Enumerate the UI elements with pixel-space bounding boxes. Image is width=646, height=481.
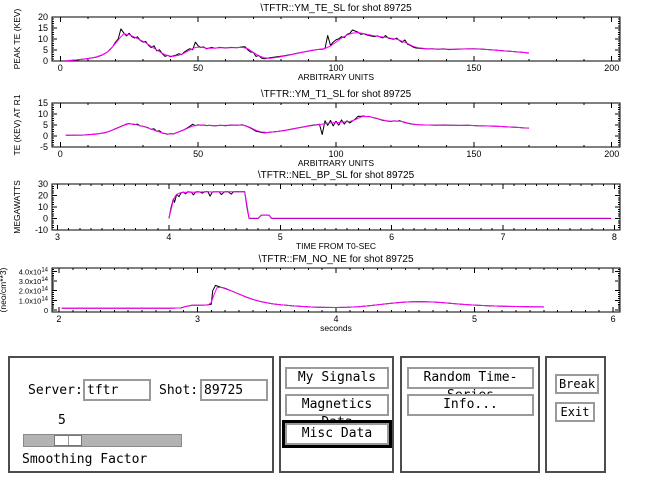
x-tick-label: 6 <box>389 232 394 242</box>
x-tick-label: 150 <box>466 63 481 73</box>
plot-title: \TFTR::YM_TE_SL for shot 89725 <box>260 3 412 14</box>
server-label: Server: <box>28 383 83 398</box>
plot-title: \TFTR::YM_T1_SL for shot 89725 <box>261 89 412 100</box>
x-tick-label: 5 <box>278 232 283 242</box>
x-tick-label: 200 <box>604 149 619 159</box>
x-tick-label: 0 <box>58 149 63 159</box>
y-tick-label: 10 <box>38 109 48 119</box>
smoothing-slider[interactable] <box>23 434 182 447</box>
x-tick-label: 3 <box>55 232 60 242</box>
session-buttons-panel: Break Exit <box>545 356 606 473</box>
x-axis-label: seconds <box>320 323 352 333</box>
magnetics-data-button[interactable]: Magnetics Data <box>285 394 389 430</box>
x-axis-label: TIME FROM T0-SEC <box>296 241 376 251</box>
x-tick-label: 50 <box>193 63 203 73</box>
x-tick-label: 100 <box>328 149 343 159</box>
x-axis-label: ARBITRARY UNITS <box>298 158 375 168</box>
y-tick-label: 3.0x1014 <box>19 277 49 286</box>
y-tick-label: 5 <box>43 45 48 55</box>
y-tick-label: 0 <box>43 56 48 66</box>
raw-trace <box>65 28 530 62</box>
x-tick-label: 6 <box>611 314 616 324</box>
x-tick-label: 8 <box>612 232 617 242</box>
y-tick-label: -5 <box>40 142 48 152</box>
plot-frame <box>51 267 621 313</box>
smoothed-trace <box>65 32 530 62</box>
misc-data-button[interactable]: Misc Data <box>282 420 392 448</box>
x-tick-label: 50 <box>193 149 203 159</box>
x-tick-label: 4 <box>333 314 338 324</box>
shot-label: Shot: <box>159 383 199 398</box>
y-tick-label: -10 <box>35 225 48 235</box>
y-tick-label: 20 <box>38 191 48 201</box>
y-tick-label: 0 <box>44 306 48 315</box>
random-time-series-button[interactable]: Random Time-Series <box>407 367 534 403</box>
x-axis-label: ARBITRARY UNITS <box>298 72 375 82</box>
smoothed-trace <box>65 115 530 136</box>
raw-trace <box>168 191 612 219</box>
y-axis-label: PEAK TE (KEV) <box>12 8 22 69</box>
shot-input[interactable] <box>200 379 268 401</box>
plot-frame <box>51 183 621 231</box>
x-tick-label: 7 <box>501 232 506 242</box>
y-tick-label: 30 <box>38 179 48 189</box>
smoothed-trace <box>61 286 544 309</box>
y-axis-label: TE (KEV) AT R1 <box>12 94 22 155</box>
smoothing-caption: Smoothing Factor <box>22 452 148 467</box>
smoothed-trace <box>168 191 612 219</box>
x-tick-label: 3 <box>195 314 200 324</box>
my-signals-button[interactable]: My Signals <box>285 367 389 389</box>
y-axis-label: (neo/cm**3) <box>0 267 8 312</box>
exit-button[interactable]: Exit <box>555 402 595 422</box>
y-tick-label: 20 <box>38 12 48 22</box>
y-tick-label: 1.0x1014 <box>19 296 49 305</box>
x-tick-label: 200 <box>604 63 619 73</box>
x-tick-label: 0 <box>58 63 63 73</box>
y-tick-label: 5 <box>43 120 48 130</box>
data-buttons-panel: My Signals Magnetics Data Misc Data <box>279 356 394 473</box>
y-tick-label: 0 <box>43 214 48 224</box>
x-tick-label: 100 <box>328 63 343 73</box>
plot-title: \TFTR::FM_NO_NE for shot 89725 <box>258 254 413 265</box>
server-input[interactable] <box>83 379 151 401</box>
x-tick-label: 150 <box>466 149 481 159</box>
x-tick-label: 5 <box>472 314 477 324</box>
break-button[interactable]: Break <box>555 374 599 394</box>
y-tick-label: 15 <box>38 23 48 33</box>
plot-title: \TFTR::NEL_BP_SL for shot 89725 <box>258 170 415 181</box>
y-axis-label: MEGAWATTS <box>12 180 22 234</box>
x-tick-label: 4 <box>166 232 171 242</box>
smoothing-value: 5 <box>58 413 66 428</box>
y-tick-label: 0 <box>43 131 48 141</box>
y-tick-label: 2.0x1014 <box>19 287 49 296</box>
x-tick-label: 2 <box>56 314 61 324</box>
y-tick-label: 10 <box>38 202 48 212</box>
plot-frame <box>51 16 621 62</box>
connection-panel: Server: Shot: 5 Smoothing Factor <box>8 356 274 473</box>
y-tick-label: 10 <box>38 34 48 44</box>
action-buttons-panel: Random Time-Series Info... <box>400 356 540 473</box>
y-tick-label: 4.0x1014 <box>19 267 49 276</box>
smoothing-slider-handle[interactable] <box>54 435 82 446</box>
info-button[interactable]: Info... <box>407 394 534 416</box>
y-tick-label: 15 <box>38 98 48 108</box>
